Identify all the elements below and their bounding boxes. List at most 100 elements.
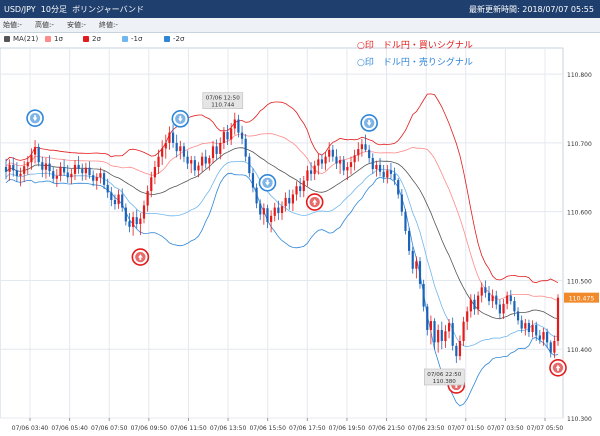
arrow-down-icon [177,118,183,122]
candle-body [520,320,523,329]
candle-up [26,155,29,175]
candle-body [204,156,207,164]
current-price-label: 110.475 [569,296,595,303]
candle-body [378,164,382,172]
arrow-down-icon [366,122,372,126]
candle-down [451,317,454,351]
candle-body [346,166,349,171]
arrow-stem [368,119,371,123]
candle-body [230,128,233,140]
candle-down [259,199,262,220]
candle-body [175,142,178,152]
candle-down [175,134,178,158]
candle-body [201,156,204,166]
arrow-stem [34,115,36,119]
candle-body [313,165,316,174]
candle-up [150,171,153,198]
x-tick-label: 07/06 19:50 [329,425,366,432]
candle-body [77,164,80,170]
candle-down [106,178,109,198]
candle-body [164,142,167,149]
x-tick-label: 07/06 21:50 [368,425,405,432]
candle-body [142,205,146,219]
candle-up [302,175,305,198]
y-tick-label: 110.700 [567,141,592,148]
candle-body [480,287,483,296]
candle-body [48,163,51,172]
candle-body [538,335,541,340]
candle-down [440,321,443,350]
buy-signal-note: ○印 ドル円・買いシグナル [357,41,473,51]
candle-down [204,149,207,169]
candle-down [215,139,218,160]
candle-up [444,325,447,348]
candle-body [179,146,182,152]
candle-body [393,173,396,181]
candle-body [190,160,193,164]
candle-down [248,153,251,178]
y-tick-label: 110.600 [567,210,592,217]
sell-signal-marker [360,114,378,132]
ohlc-bar: 始値:- 高値:- 安値:- 終値:- [0,18,600,33]
candle-down [538,329,541,344]
candle-up [353,149,356,171]
candle-up [306,165,309,187]
candle-down [299,177,302,198]
sell-signal-marker [26,109,44,127]
candle-body [215,146,218,154]
candle-body [437,329,440,343]
candle-down [226,125,229,145]
candle-down [135,209,138,229]
legend-item-plus2sigma: 2σ [83,35,101,43]
candle-up [164,134,167,159]
candle-down [277,200,280,220]
candle-body [284,197,287,207]
candle-up [531,320,534,338]
candle-down [400,188,403,216]
arrow-down-icon [32,117,38,122]
candle-up [84,162,87,181]
candle-up [313,160,316,181]
candle-up [328,142,331,163]
candle-body [418,261,422,284]
candle-body [255,187,258,204]
candle-body [320,159,324,164]
candle-body [171,132,175,143]
candle-up [233,112,236,135]
candle-body [498,304,501,314]
candle-body [513,301,516,312]
candle-down [487,285,491,306]
candle-up [553,335,556,359]
candle-body [299,186,302,192]
candle-body [295,186,298,195]
candle-up [317,153,320,175]
candle-body [371,158,374,170]
candle-body [186,156,189,164]
candle-up [429,315,432,345]
candle-body [462,321,465,341]
candle-down [48,155,51,177]
candle-body [339,160,342,164]
candle-body [193,160,196,171]
candle-down [422,279,425,312]
x-tick-label: 07/07 03:50 [487,425,524,432]
candle-down [516,307,520,325]
candle-up [161,140,164,165]
x-tick-label: 07/06 23:50 [408,425,445,432]
x-tick-label: 07/06 07:50 [91,425,128,432]
arrow-stem [179,115,182,119]
legend-item-minus1sigma: -1σ [122,35,142,43]
candle-body [531,325,534,333]
candle-body [211,146,215,159]
x-tick-label: 07/06 17:50 [289,425,326,432]
candle-down [335,149,338,170]
candle-body [33,147,37,155]
legend-swatch-plus1sigma [45,36,51,42]
candle-up [360,138,363,157]
candle-body [455,345,458,357]
candle-down [63,159,66,176]
candle-body [92,175,95,181]
x-tick-label: 07/06 11:50 [170,425,207,432]
candle-down [182,142,186,163]
